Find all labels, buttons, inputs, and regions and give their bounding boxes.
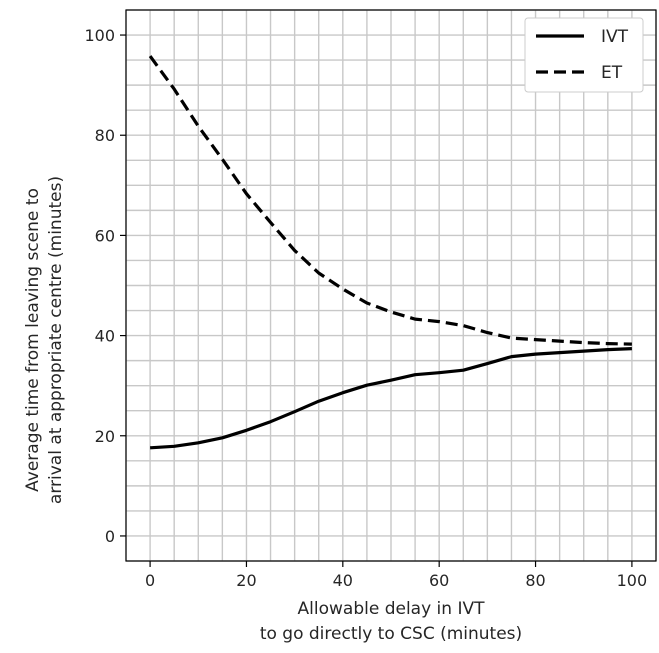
x-tick-label: 40 <box>333 571 353 590</box>
y-tick-label: 100 <box>84 26 115 45</box>
y-tick-label: 60 <box>95 226 115 245</box>
y-tick-label: 20 <box>95 427 115 446</box>
y-tick-label: 80 <box>95 126 115 145</box>
x-tick-label: 100 <box>617 571 648 590</box>
y-axis-label-line-1: Average time from leaving scene to <box>23 188 43 492</box>
y-axis: 0 20 40 60 80 100 <box>84 26 126 546</box>
y-tick-label: 40 <box>95 327 115 346</box>
legend: IVT ET <box>524 17 644 93</box>
x-axis-label-line-2: to go directly to CSC (minutes) <box>260 624 522 644</box>
x-axis: 0 20 40 60 80 100 <box>145 561 647 590</box>
legend-ivt-label: IVT <box>601 27 629 47</box>
x-tick-label: 80 <box>525 571 545 590</box>
x-tick-label: 20 <box>236 571 256 590</box>
x-axis-label-line-1: Allowable delay in IVT <box>298 599 486 619</box>
y-tick-label: 0 <box>105 527 115 546</box>
plot-frame <box>125 9 657 562</box>
y-axis-label-line-2: arrival at appropriate centre (minutes) <box>46 176 66 504</box>
x-tick-label: 0 <box>145 571 155 590</box>
grid <box>125 9 657 562</box>
series-line-ivt <box>150 347 632 450</box>
legend-et-label: ET <box>601 63 623 83</box>
x-tick-label: 60 <box>429 571 449 590</box>
series-layer <box>148 55 632 450</box>
